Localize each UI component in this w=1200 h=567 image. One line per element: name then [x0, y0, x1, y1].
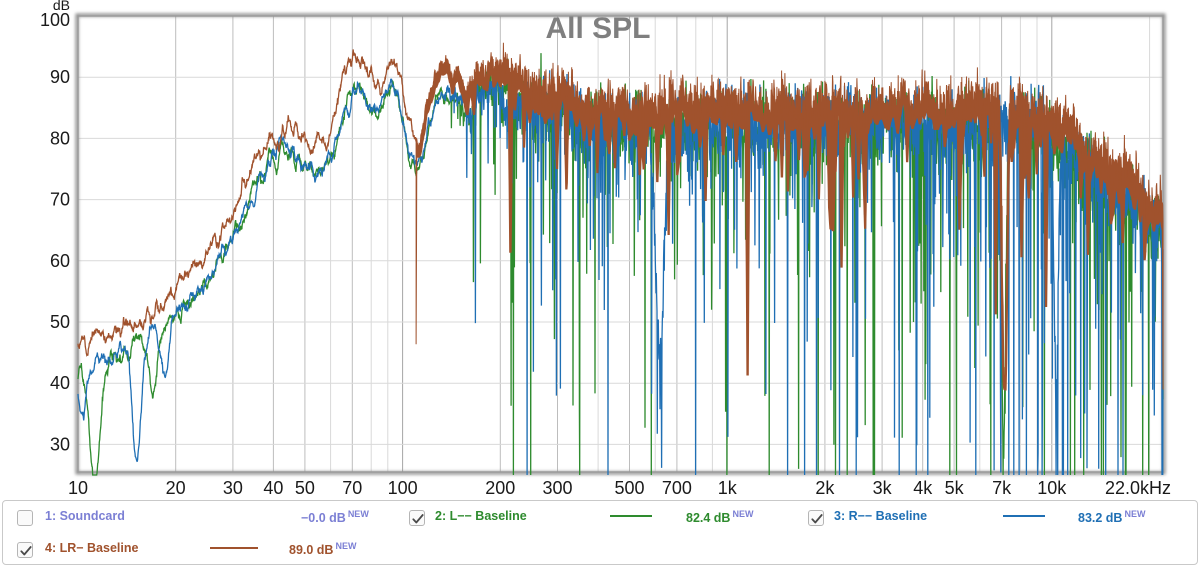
svg-text:30: 30 — [50, 434, 70, 454]
svg-text:60: 60 — [50, 251, 70, 271]
svg-text:All SPL: All SPL — [545, 12, 650, 45]
svg-text:3k: 3k — [873, 478, 893, 498]
svg-text:40: 40 — [263, 478, 283, 498]
svg-text:300: 300 — [542, 478, 572, 498]
svg-text:700: 700 — [662, 478, 692, 498]
svg-text:dB: dB — [53, 0, 70, 13]
svg-text:80: 80 — [50, 128, 70, 148]
svg-text:70: 70 — [342, 478, 362, 498]
svg-text:20: 20 — [166, 478, 186, 498]
svg-text:22.0kHz: 22.0kHz — [1105, 478, 1171, 498]
svg-text:4k: 4k — [913, 478, 933, 498]
svg-text:50: 50 — [50, 312, 70, 332]
svg-text:2k: 2k — [815, 478, 835, 498]
svg-text:1k: 1k — [718, 478, 738, 498]
svg-text:70: 70 — [50, 190, 70, 210]
svg-text:90: 90 — [50, 67, 70, 87]
svg-text:200: 200 — [485, 478, 515, 498]
svg-text:50: 50 — [295, 478, 315, 498]
svg-text:500: 500 — [614, 478, 644, 498]
svg-text:100: 100 — [388, 478, 418, 498]
svg-text:30: 30 — [223, 478, 243, 498]
svg-text:10: 10 — [68, 478, 88, 498]
svg-text:100: 100 — [40, 10, 70, 30]
svg-text:5k: 5k — [945, 478, 965, 498]
svg-text:7k: 7k — [992, 478, 1012, 498]
svg-text:10k: 10k — [1037, 478, 1067, 498]
svg-text:40: 40 — [50, 373, 70, 393]
